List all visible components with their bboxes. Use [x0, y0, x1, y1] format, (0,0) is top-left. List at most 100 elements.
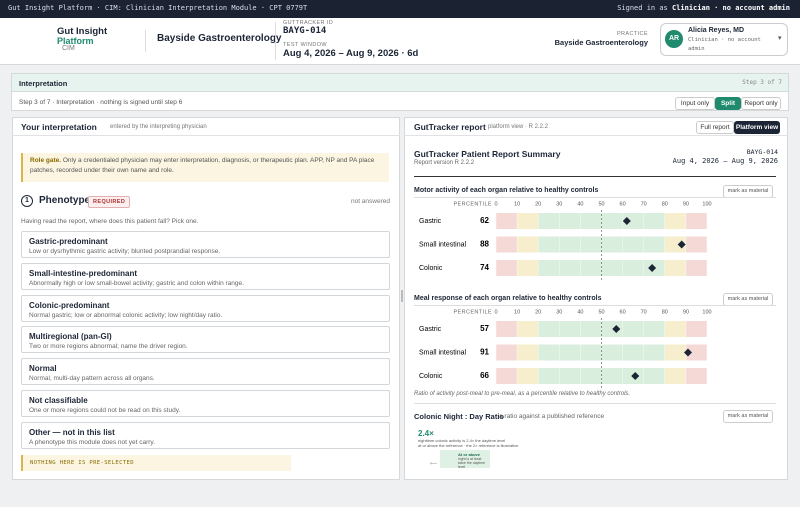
chart-title: Meal response of each organ relative to … — [414, 295, 602, 302]
reference-band — [664, 213, 686, 229]
ratio-legend — [440, 450, 490, 468]
view-button[interactable]: Full report — [696, 121, 734, 134]
mark-material-button[interactable]: mark as material — [723, 410, 773, 423]
chart-title: Motor activity of each organ relative to… — [414, 187, 599, 194]
divider — [12, 135, 400, 136]
x-tick-label: 50 — [598, 309, 604, 315]
id: BAYG-014 — [283, 26, 327, 36]
panel-subtitle: entered by the interpreting physician — [110, 124, 207, 130]
reference-band — [685, 321, 707, 337]
option-title: Small-intestine-predominant — [29, 268, 138, 278]
x-tick-label: 40 — [577, 201, 583, 207]
reference-band — [664, 236, 686, 253]
option[interactable]: Small-intestine-predominant Abnormally hi… — [21, 262, 390, 290]
brand-sub: Platform — [57, 36, 94, 46]
reference-band — [664, 368, 686, 384]
summary-title: GutTracker Patient Report Summary — [414, 149, 561, 159]
user-name: Alicia Reyes, MD — [688, 27, 745, 34]
question-status: not answered — [350, 198, 390, 205]
row-label: Colonic — [419, 373, 443, 380]
x-tick-label: 30 — [556, 309, 562, 315]
reference-band — [517, 213, 539, 229]
option-desc: Two or more regions abnormal; name the d… — [29, 343, 188, 351]
step-title: Interpretation — [19, 79, 68, 88]
percentile-marker — [677, 240, 686, 249]
rule — [414, 403, 776, 404]
x-tick-label: 100 — [702, 309, 711, 315]
reference-band — [496, 213, 518, 229]
row-label: Gastric — [419, 218, 442, 225]
axis-label: PERCENTILE — [453, 201, 492, 207]
x-tick-label: 70 — [641, 201, 647, 207]
reference-band — [517, 260, 539, 276]
user-role: Clinician · no account admin — [688, 37, 761, 52]
brand-module: CIM — [62, 45, 75, 52]
splitter[interactable] — [401, 290, 403, 302]
percentile-marker — [684, 348, 693, 357]
avatar: AR — [665, 30, 683, 48]
option-desc: A phenotype this module does not yet car… — [29, 438, 155, 446]
option-desc: Normal, multi-day pattern across all org… — [29, 375, 155, 383]
step-bar — [12, 74, 788, 92]
x-tick-label: 50 — [598, 201, 604, 207]
option[interactable]: Multiregional (pan-GI) Two or more region… — [21, 326, 390, 354]
step-counter: Step 3 of 7 — [742, 79, 782, 86]
row-label: Colonic — [419, 265, 443, 272]
signed-in: Signed in as Clinician · no account admi… — [617, 4, 790, 12]
percentile-marker — [631, 372, 640, 380]
question-prompt: Having read the report, where does this … — [21, 218, 199, 225]
role-gate: Role gate. Only a credentialed physician… — [21, 153, 389, 182]
option[interactable]: Not classifiable One or more regions coul… — [21, 390, 390, 417]
practice-label: PRACTICE — [616, 31, 648, 37]
option[interactable]: Other — not in this list A phenotype this… — [21, 421, 390, 449]
question: Phenotype — [39, 195, 91, 206]
view-button[interactable]: Report only — [741, 97, 781, 110]
chevron: ▾ — [778, 35, 782, 42]
x-tick-label: 80 — [662, 309, 668, 315]
option[interactable]: Normal Normal, multi-day pattern across a… — [21, 358, 390, 386]
x-tick-label: 0 — [494, 309, 497, 315]
role-gate-label: Role gate. — [30, 157, 62, 164]
x-tick-label: 100 — [702, 201, 711, 207]
percentile-chart: PERCENTILE 0 10 20 30 40 50 60 70 80 90 100 Gastric 6… — [419, 201, 712, 281]
view-button[interactable]: Input only — [675, 97, 715, 110]
signed-in-label: Signed in as — [617, 4, 668, 12]
option-title: Not classifiable — [29, 396, 88, 405]
reference-band — [496, 321, 518, 337]
option[interactable]: Colonic-predominant Normal gastric; low o… — [21, 294, 390, 322]
view-button[interactable]: Platform view — [734, 121, 780, 134]
practice-name: Bayside Gastroenterology — [157, 33, 282, 44]
value-label: 74 — [480, 263, 489, 272]
ratio-value: 2.4× — [418, 429, 434, 438]
reference-band — [685, 260, 707, 276]
x-tick-label: 60 — [620, 309, 626, 315]
option-title: Normal — [29, 364, 57, 374]
divider — [145, 30, 146, 52]
reference-band — [517, 344, 539, 361]
x-tick-label: 30 — [556, 201, 562, 207]
x-tick-label: 40 — [577, 309, 583, 315]
report-title: GutTracker report — [414, 122, 486, 132]
x-tick-label: 10 — [514, 309, 520, 315]
x-tick-label: 20 — [535, 201, 541, 207]
chart-caption: Ratio of activity post-meal to pre-meal,… — [414, 391, 631, 397]
option-desc: Abnormally high or low small-bowel activ… — [29, 279, 244, 287]
brand: Gut Insight — [57, 26, 108, 37]
required-badge: REQUIRED — [88, 196, 131, 208]
option-title: Gastric-predominant — [29, 237, 108, 246]
reference-band — [517, 321, 539, 337]
reference-band — [664, 260, 686, 276]
practice: Bayside Gastroenterology — [554, 38, 648, 47]
axis-label: PERCENTILE — [453, 309, 492, 315]
window-label: TEST WINDOW — [283, 42, 328, 48]
value-label: 66 — [480, 371, 489, 380]
option-title: Other — not in this list — [29, 427, 115, 437]
ratio-subtitle: a ratio against a published reference — [499, 413, 605, 420]
breadcrumb: Step 3 of 7 · Interpretation · nothing i… — [19, 99, 183, 106]
option[interactable]: Gastric-predominant Low or dysrhythmic ga… — [21, 231, 390, 258]
signed-in-role: Clinician · no account admin — [671, 4, 790, 12]
divider — [275, 22, 276, 60]
view-button[interactable]: Split — [715, 97, 741, 110]
arrow: ⟵ — [430, 461, 438, 467]
user-menu[interactable] — [660, 23, 788, 56]
